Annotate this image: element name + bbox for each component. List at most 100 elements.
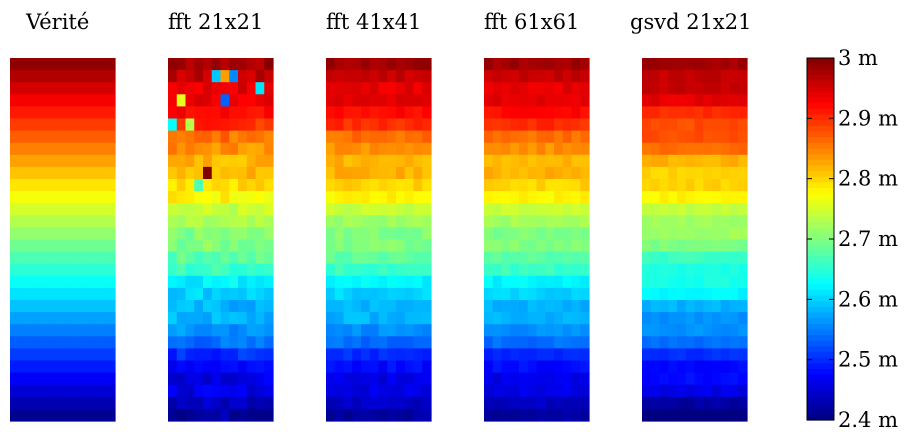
colorbar-segment [807,301,834,308]
heatmap-cell [168,154,178,168]
heatmap-cell [185,179,195,192]
heatmap-cell [352,130,362,144]
panel-title-fft-21: fft 21x21 [168,10,264,34]
colorbar-tick-label: 3 m [838,46,878,70]
heatmap-cell [536,106,546,120]
heatmap-cell [10,58,20,71]
heatmap-cell [720,118,731,132]
heatmap-cell [238,215,248,228]
heatmap-cell [334,70,345,83]
heatmap-cell [264,82,274,95]
heatmap-cell [413,166,423,180]
heatmap-cell [10,203,20,216]
heatmap-cell [677,70,687,83]
heatmap-cell [88,239,99,253]
heatmap-cell [264,179,274,192]
heatmap-cell [36,227,46,241]
heatmap-cell [27,336,37,349]
heatmap-cell [580,227,590,241]
heatmap-cell [97,348,107,362]
heatmap-cell [580,348,590,362]
heatmap-cell [264,372,274,386]
heatmap-cell [712,287,722,301]
heatmap-cell [255,263,265,277]
colorbar-segment [807,108,834,116]
heatmap-cell [62,227,72,241]
heatmap-cell [729,215,739,228]
heatmap-cell [650,203,661,216]
heatmap-cell [492,263,503,277]
heatmap-cell [492,372,503,386]
heatmap-cell [18,154,29,168]
heatmap-cell [642,300,652,313]
heatmap-cell [326,118,336,132]
heatmap-cell [71,300,81,313]
heatmap-cell [413,275,423,289]
heatmap-cell [650,130,661,144]
heatmap-cell [168,70,178,83]
heatmap-cell [211,130,222,144]
heatmap-cell [71,263,81,277]
heatmap-cell [27,118,37,132]
heatmap-cell [387,275,397,289]
heatmap-cell [361,287,371,301]
heatmap-cell [404,191,415,204]
colorbar-tick-label: 2.5 m [838,348,898,372]
heatmap-cell [712,215,722,228]
heatmap-cell [729,408,739,422]
heatmap-cell [361,239,371,253]
heatmap-cell [264,215,274,228]
heatmap-cell [10,227,20,241]
heatmap-cell [255,130,265,144]
heatmap-cell [712,324,722,337]
heatmap-cell [712,408,722,422]
heatmap-cell [650,58,661,71]
heatmap-cell [545,118,555,132]
heatmap-cell [642,118,652,132]
heatmap-cell [413,215,423,228]
heatmap-cell [527,239,538,253]
heatmap-cell [685,263,696,277]
heatmap-cell [729,300,739,313]
heatmap-cell [176,70,187,83]
heatmap-cell [176,203,187,216]
heatmap-cell [677,348,687,362]
heatmap-cell [194,348,204,362]
heatmap-cell [326,312,336,325]
heatmap-cell [580,384,590,398]
heatmap-cell [668,372,678,386]
heatmap-cell [519,251,529,265]
colorbar-segment [807,261,834,268]
heatmap-cell [519,130,529,144]
heatmap-cell [519,384,529,398]
heatmap-cell [334,287,345,301]
heatmap-cell [571,239,581,253]
heatmap-cell [369,118,380,132]
heatmap-cell [106,154,116,168]
heatmap-cell [642,287,652,301]
heatmap-cell [246,300,257,313]
heatmap-cell [668,130,678,144]
heatmap-cell [264,166,274,180]
heatmap-cell [527,372,538,386]
heatmap-cell [220,251,230,265]
heatmap-cell [246,312,257,325]
heatmap-cell [642,275,652,289]
heatmap-cell [677,324,687,337]
heatmap-cell [492,239,503,253]
heatmap-cell [720,227,731,241]
heatmap-cell [501,82,511,95]
colorbar-segment [807,272,834,280]
heatmap-cell [492,94,503,107]
heatmap-cell [396,372,406,386]
heatmap-cell [238,336,248,349]
heatmap-cell [519,58,529,71]
heatmap-cell [53,70,64,83]
heatmap-cell [229,58,239,71]
heatmap-cell [677,275,687,289]
heatmap-cell [106,166,116,180]
heatmap-cell [519,312,529,325]
heatmap-cell [378,408,388,422]
heatmap-cell [562,384,573,398]
heatmap-cell [501,300,511,313]
